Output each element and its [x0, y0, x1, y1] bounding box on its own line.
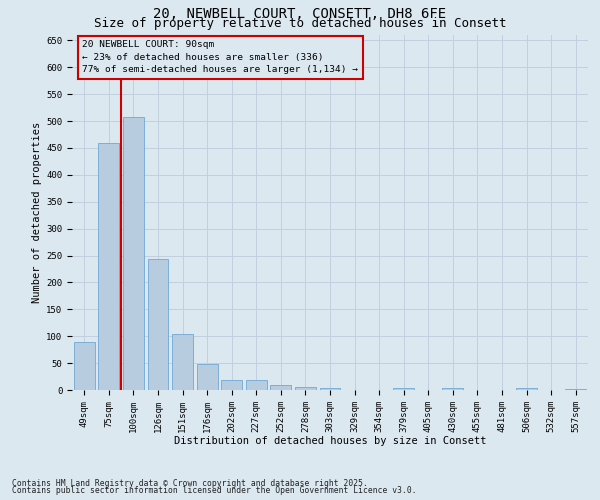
Text: Contains HM Land Registry data © Crown copyright and database right 2025.: Contains HM Land Registry data © Crown c…: [12, 478, 368, 488]
Text: Contains public sector information licensed under the Open Government Licence v3: Contains public sector information licen…: [12, 486, 416, 495]
Bar: [172, 334, 193, 390]
Bar: [295, 387, 316, 390]
Bar: [442, 388, 463, 390]
Text: 20 NEWBELL COURT: 90sqm
← 23% of detached houses are smaller (336)
77% of semi-d: 20 NEWBELL COURT: 90sqm ← 23% of detache…: [82, 40, 358, 74]
Bar: [393, 388, 414, 390]
X-axis label: Distribution of detached houses by size in Consett: Distribution of detached houses by size …: [174, 436, 486, 446]
Bar: [148, 260, 169, 390]
Bar: [565, 389, 586, 390]
Bar: [123, 118, 144, 390]
Bar: [197, 364, 218, 390]
Bar: [516, 388, 537, 390]
Bar: [221, 380, 242, 390]
Text: 20, NEWBELL COURT, CONSETT, DH8 6FE: 20, NEWBELL COURT, CONSETT, DH8 6FE: [154, 8, 446, 22]
Bar: [246, 380, 267, 390]
Text: Size of property relative to detached houses in Consett: Size of property relative to detached ho…: [94, 18, 506, 30]
Bar: [271, 384, 292, 390]
Bar: [74, 342, 95, 390]
Y-axis label: Number of detached properties: Number of detached properties: [32, 122, 42, 303]
Bar: [98, 142, 119, 390]
Bar: [320, 388, 340, 390]
